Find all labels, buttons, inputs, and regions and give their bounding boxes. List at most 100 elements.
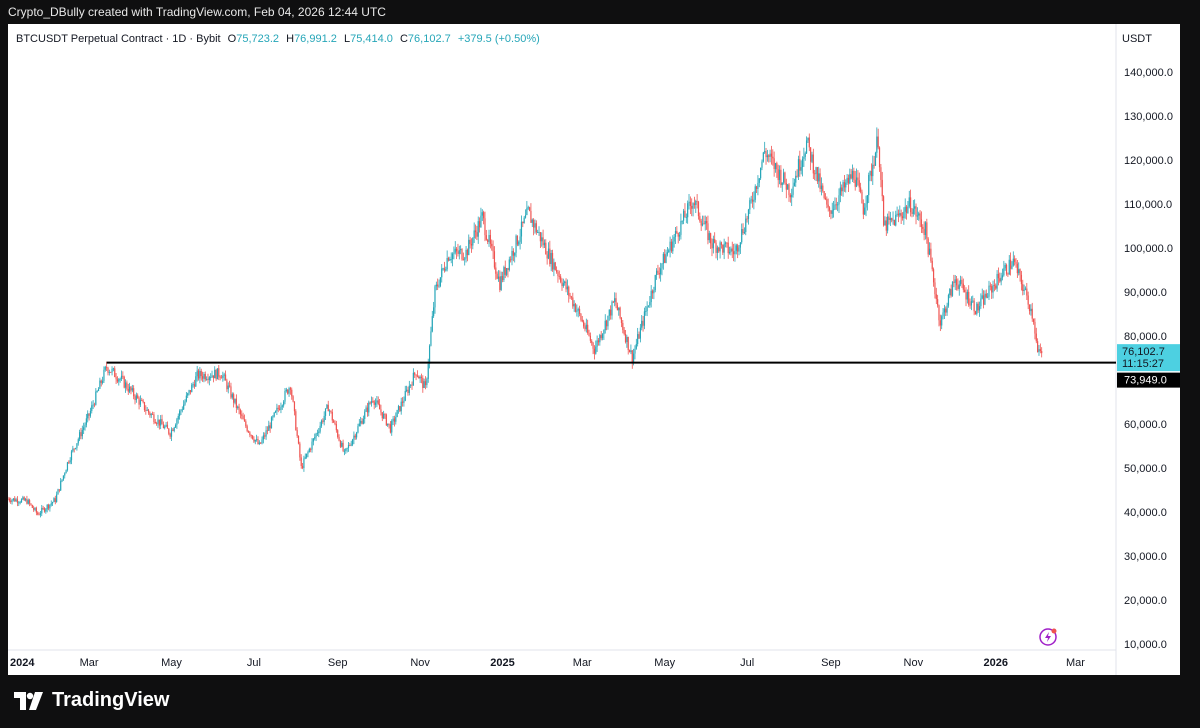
candle <box>370 396 373 407</box>
candle <box>985 289 987 299</box>
candle <box>896 206 898 217</box>
candle <box>278 405 281 411</box>
candle <box>858 172 860 192</box>
candle <box>845 179 847 193</box>
candle <box>297 435 300 445</box>
candle <box>304 453 306 460</box>
lightning-alert-icon[interactable] <box>1039 628 1057 646</box>
candle <box>977 301 979 313</box>
candle <box>705 216 708 230</box>
candle <box>661 263 663 276</box>
candle <box>728 246 731 255</box>
candle <box>158 419 160 430</box>
candle <box>880 163 882 188</box>
candle <box>107 366 109 376</box>
candle <box>834 197 836 210</box>
candle <box>443 261 446 273</box>
candle <box>339 439 341 448</box>
candle <box>291 387 293 400</box>
candle <box>330 410 332 414</box>
candle <box>716 245 718 261</box>
chart-panel[interactable]: 140,000.0 130,000.0 120,000.0 110,000.0 100,… <box>8 24 1180 675</box>
candle <box>543 239 546 249</box>
candle <box>554 261 556 271</box>
candle <box>218 365 220 381</box>
candle <box>704 215 706 231</box>
price-tick-label: 40,000.0 <box>1124 507 1167 519</box>
candle <box>893 219 895 226</box>
candle <box>180 409 182 416</box>
candle <box>150 412 152 419</box>
tradingview-logo[interactable]: TradingView <box>14 689 169 712</box>
candle <box>366 402 369 417</box>
candle <box>495 262 497 280</box>
candle <box>678 231 681 241</box>
candle <box>172 428 174 432</box>
candle <box>911 207 913 218</box>
candle <box>1031 302 1033 322</box>
candle <box>850 168 852 180</box>
candle <box>395 412 397 425</box>
candle <box>188 389 190 396</box>
candle <box>266 426 269 435</box>
candle <box>276 403 278 415</box>
candle <box>892 211 894 225</box>
candle <box>468 234 470 256</box>
candle <box>555 266 558 274</box>
candle <box>561 278 563 291</box>
candle <box>787 183 789 190</box>
candle <box>997 267 1000 286</box>
candle <box>373 399 375 410</box>
candle <box>519 228 521 250</box>
candle <box>822 183 824 193</box>
candle <box>20 498 23 503</box>
candle <box>541 232 543 247</box>
candle <box>343 448 346 456</box>
close-label: C <box>399 33 408 45</box>
time-tick-label: 2026 <box>983 657 1007 669</box>
candle <box>493 246 496 270</box>
candle <box>314 433 316 441</box>
candle <box>1023 284 1025 295</box>
candle <box>16 496 19 507</box>
candle <box>747 208 750 225</box>
candle <box>1005 263 1008 276</box>
candle <box>560 274 562 284</box>
candle <box>808 133 810 152</box>
candle <box>719 240 721 259</box>
candle <box>381 412 383 422</box>
candle <box>987 293 989 299</box>
candle <box>820 177 823 196</box>
candle <box>383 410 385 420</box>
candle <box>227 382 229 394</box>
candle <box>669 236 671 258</box>
candle <box>878 146 881 172</box>
candle <box>118 377 120 386</box>
candle <box>831 202 833 219</box>
candle <box>428 344 431 369</box>
candle <box>951 281 954 297</box>
candle <box>692 202 694 217</box>
candle <box>916 207 918 220</box>
candle <box>460 245 462 255</box>
candle <box>127 383 129 395</box>
candle <box>387 423 389 427</box>
candle <box>315 432 317 441</box>
candle <box>758 177 760 188</box>
candle <box>189 390 192 395</box>
candle <box>250 434 252 439</box>
candle <box>154 419 156 424</box>
candle <box>743 227 746 235</box>
candlestick-chart[interactable]: 140,000.0 130,000.0 120,000.0 110,000.0 100,… <box>8 24 1180 675</box>
candle <box>568 285 570 303</box>
candle <box>153 412 155 425</box>
candle <box>472 237 474 250</box>
candle <box>292 395 294 403</box>
candle <box>620 316 623 328</box>
candle <box>42 505 44 510</box>
candle <box>269 422 271 433</box>
candle <box>38 512 40 516</box>
candle <box>676 226 678 234</box>
candle <box>406 385 408 393</box>
candle <box>753 191 755 210</box>
